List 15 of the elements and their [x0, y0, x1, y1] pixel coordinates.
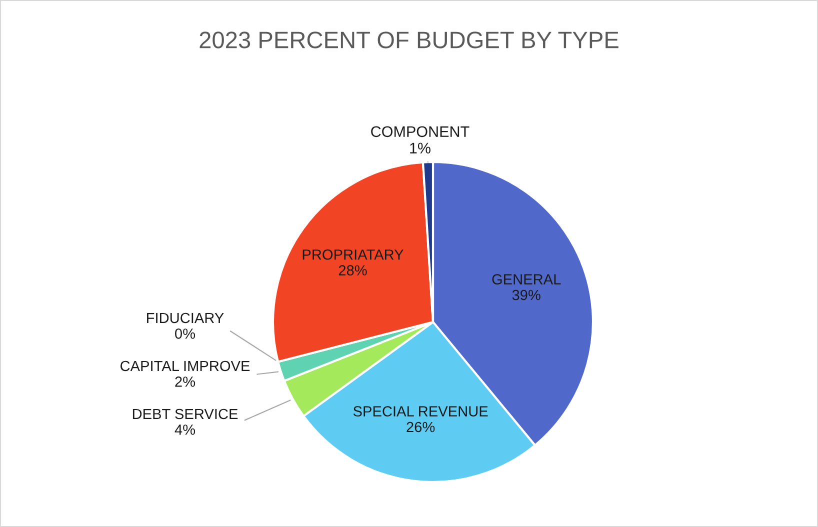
data-label: 28% — [338, 265, 367, 276]
slice-label: CAPITAL IMPROVE — [120, 360, 250, 372]
data-label: 39% — [512, 290, 540, 300]
data-label: 4% — [174, 424, 196, 435]
chart-title: 2023 PERCENT OF BUDGET BY TYPE — [200, 32, 618, 48]
data-label: 2% — [175, 376, 196, 387]
data-label: 1% — [410, 142, 430, 154]
slice-label: SPECIAL REVENUE — [353, 406, 488, 416]
slice-label: DEBT SERVICE — [132, 408, 238, 420]
slice-label: GENERAL — [492, 274, 561, 284]
data-label: 26% — [406, 422, 435, 432]
slice-label: PROPRIATARY — [302, 249, 404, 260]
text: 0% — [175, 328, 196, 339]
category-label: FIDUCIARY — [147, 312, 224, 324]
slice-label: COMPONENT — [371, 126, 470, 138]
